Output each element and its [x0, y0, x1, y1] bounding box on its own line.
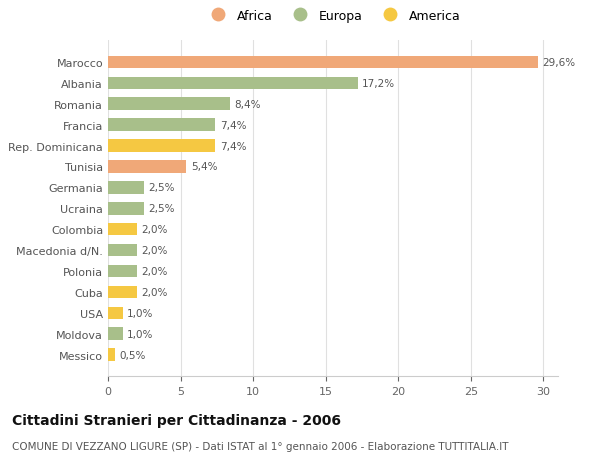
Text: 2,0%: 2,0%	[142, 246, 168, 256]
Text: 7,4%: 7,4%	[220, 141, 246, 151]
Text: 0,5%: 0,5%	[119, 350, 146, 360]
Bar	[108, 182, 144, 194]
Text: 29,6%: 29,6%	[542, 58, 575, 68]
Text: 2,5%: 2,5%	[149, 183, 175, 193]
Bar	[108, 328, 122, 340]
Text: 8,4%: 8,4%	[234, 100, 261, 110]
Text: 2,0%: 2,0%	[142, 287, 168, 297]
Text: 2,5%: 2,5%	[149, 204, 175, 214]
Bar	[108, 119, 215, 132]
Legend: Africa, Europa, America: Africa, Europa, America	[203, 7, 463, 25]
Bar	[108, 244, 137, 257]
Text: 5,4%: 5,4%	[191, 162, 217, 172]
Text: 1,0%: 1,0%	[127, 329, 153, 339]
Bar	[108, 265, 137, 278]
Bar	[108, 161, 187, 174]
Bar	[108, 140, 215, 152]
Text: COMUNE DI VEZZANO LIGURE (SP) - Dati ISTAT al 1° gennaio 2006 - Elaborazione TUT: COMUNE DI VEZZANO LIGURE (SP) - Dati IST…	[12, 441, 509, 451]
Text: 17,2%: 17,2%	[362, 78, 395, 89]
Bar	[108, 349, 115, 361]
Bar	[108, 224, 137, 236]
Text: Cittadini Stranieri per Cittadinanza - 2006: Cittadini Stranieri per Cittadinanza - 2…	[12, 413, 341, 427]
Bar	[108, 56, 538, 69]
Text: 2,0%: 2,0%	[142, 266, 168, 276]
Bar	[108, 202, 144, 215]
Text: 2,0%: 2,0%	[142, 225, 168, 235]
Bar	[108, 98, 230, 111]
Text: 1,0%: 1,0%	[127, 308, 153, 318]
Bar	[108, 286, 137, 298]
Bar	[108, 307, 122, 319]
Text: 7,4%: 7,4%	[220, 120, 246, 130]
Bar	[108, 78, 358, 90]
